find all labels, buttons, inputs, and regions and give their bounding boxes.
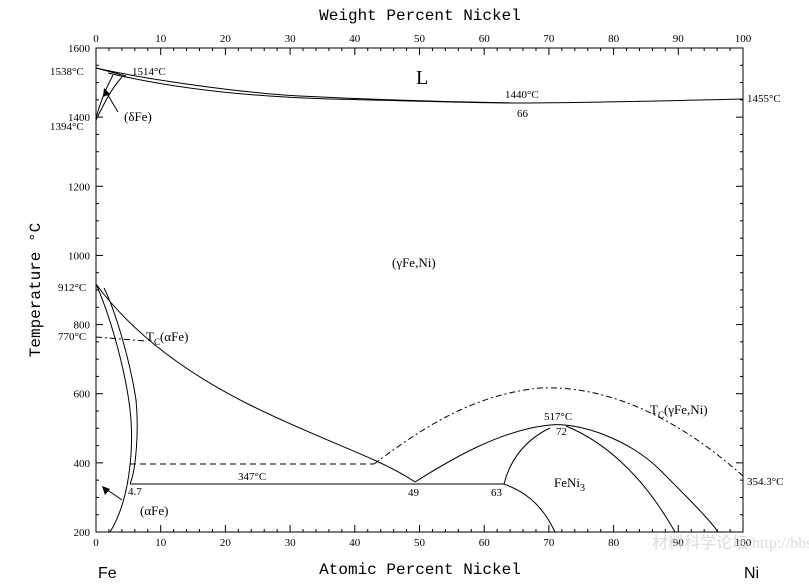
temp-354-label: 354.3°C bbox=[747, 476, 784, 488]
temp-1455-label: 1455°C bbox=[747, 93, 781, 105]
delta-gamma-boundary bbox=[95, 76, 123, 121]
curie-alpha-phase: (αFe) bbox=[160, 329, 188, 344]
ni-element-label: Ni bbox=[744, 565, 759, 582]
curie-alpha-t: T bbox=[146, 329, 154, 344]
plot-frame bbox=[95, 47, 744, 533]
y-tick-label-1000: 1000 bbox=[68, 250, 91, 262]
delta-arrow-head bbox=[103, 88, 110, 97]
curie-gamma-label: TC(γFe,Ni) bbox=[650, 402, 708, 420]
y-tick-label-800: 800 bbox=[74, 320, 91, 332]
y-tick-label-1200: 1200 bbox=[68, 181, 91, 193]
fe-element-label: Fe bbox=[98, 565, 117, 582]
solidus-line bbox=[107, 72, 519, 104]
y-axis-title: Temperature °C bbox=[27, 223, 45, 357]
composition-63-label: 63 bbox=[491, 487, 503, 499]
top-tick-label-20: 20 bbox=[220, 33, 232, 45]
curie-line-gamma bbox=[373, 387, 744, 477]
top-tick-label-0: 0 bbox=[93, 33, 99, 45]
temp-1538-label: 1538°C bbox=[50, 66, 84, 78]
curie-line-alpha bbox=[95, 336, 146, 342]
feni3-label: FeNi3 bbox=[554, 475, 585, 494]
delta-solvus bbox=[95, 74, 114, 119]
temp-517-label: 517°C bbox=[544, 411, 572, 423]
x-axis-ticks: 0 0 10 10 20 20 30 30 40 40 50 50 60 60 70 70 80 80 90 90 10… bbox=[93, 33, 752, 549]
y-tick-label-200: 200 bbox=[74, 527, 91, 539]
curie-gamma-t: T bbox=[650, 402, 658, 417]
bottom-tick-label-20: 20 bbox=[220, 537, 232, 549]
bottom-tick-label-40: 40 bbox=[349, 537, 361, 549]
curie-alpha-label: TC(αFe) bbox=[146, 329, 188, 347]
bottom-tick-label-80: 80 bbox=[608, 537, 620, 549]
liquid-label: L bbox=[416, 67, 428, 89]
gamma-fe-ni-label: (γFe,Ni) bbox=[392, 255, 436, 270]
bottom-tick-label-10: 10 bbox=[155, 537, 167, 549]
delta-arrow bbox=[105, 91, 119, 113]
bottom-tick-label-0: 0 bbox=[93, 537, 99, 549]
feni3-upper-boundary bbox=[414, 424, 719, 533]
top-tick-label-10: 10 bbox=[155, 33, 167, 45]
curie-gamma-phase: (γFe,Ni) bbox=[664, 402, 708, 417]
peritectic-line bbox=[95, 67, 127, 77]
temp-912-label: 912°C bbox=[58, 282, 86, 294]
alpha-arrow-head bbox=[102, 486, 110, 495]
composition-72-label: 72 bbox=[556, 426, 567, 438]
y-axis-ticks: 200 400 600 800 1000 1200 1400 1600 bbox=[68, 43, 743, 539]
top-tick-label-70: 70 bbox=[543, 33, 555, 45]
composition-4-7-label: 4.7 bbox=[128, 486, 142, 498]
curie-gamma-sub: C bbox=[658, 410, 664, 420]
top-tick-label-60: 60 bbox=[479, 33, 491, 45]
bottom-tick-label-100: 100 bbox=[735, 537, 752, 549]
gamma-alpha-upper-boundary bbox=[95, 283, 416, 483]
top-tick-label-40: 40 bbox=[349, 33, 361, 45]
y-tick-label-600: 600 bbox=[74, 389, 91, 401]
top-tick-label-90: 90 bbox=[673, 33, 685, 45]
bottom-axis-title: Atomic Percent Nickel bbox=[319, 561, 521, 579]
composition-66-label: 66 bbox=[517, 108, 529, 120]
bottom-tick-label-90: 90 bbox=[673, 537, 685, 549]
curie-alpha-sub: C bbox=[154, 337, 160, 347]
feni3-lower-boundary bbox=[503, 483, 556, 533]
top-tick-label-80: 80 bbox=[608, 33, 620, 45]
temp-770-label: 770°C bbox=[58, 331, 86, 343]
temp-1394-label: 1394°C bbox=[50, 121, 84, 133]
top-tick-label-100: 100 bbox=[735, 33, 752, 45]
feni3-main: FeNi bbox=[554, 475, 580, 490]
alpha-solvus-line bbox=[95, 283, 133, 533]
top-tick-label-30: 30 bbox=[285, 33, 297, 45]
bottom-tick-label-30: 30 bbox=[285, 537, 297, 549]
top-tick-label-50: 50 bbox=[414, 33, 426, 45]
alpha-fe-label: (αFe) bbox=[140, 503, 168, 518]
bottom-tick-label-50: 50 bbox=[414, 537, 426, 549]
feni3-right-boundary bbox=[565, 425, 676, 533]
alpha-arrow bbox=[105, 488, 123, 501]
bottom-tick-label-60: 60 bbox=[479, 537, 491, 549]
bottom-tick-label-70: 70 bbox=[543, 537, 555, 549]
top-axis-title: Weight Percent Nickel bbox=[319, 7, 521, 25]
feni3-left-boundary bbox=[503, 427, 551, 485]
feni3-subscript: 3 bbox=[580, 483, 585, 494]
temp-347-label: 347°C bbox=[238, 471, 266, 483]
y-tick-label-1600: 1600 bbox=[68, 43, 91, 55]
delta-fe-label: (δFe) bbox=[124, 109, 152, 124]
temp-1514-label: 1514°C bbox=[132, 66, 166, 78]
composition-49-label: 49 bbox=[408, 487, 420, 499]
watermark-text: 材料科学论坛 http://bbs.mse.tsinghua.edu.cn bbox=[652, 534, 809, 552]
y-tick-label-400: 400 bbox=[74, 458, 91, 470]
temp-1440-label: 1440°C bbox=[505, 89, 539, 101]
y-tick-label-1400: 1400 bbox=[68, 112, 91, 124]
